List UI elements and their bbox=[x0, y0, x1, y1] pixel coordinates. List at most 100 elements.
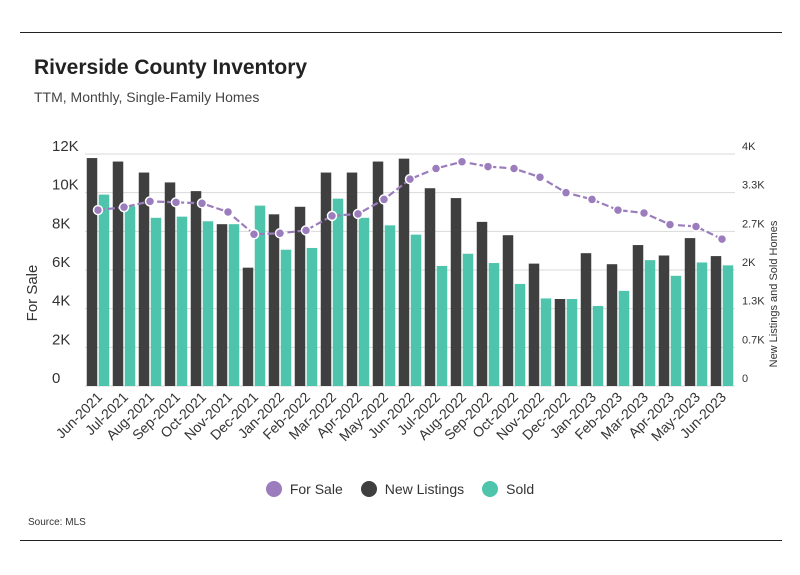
bar-sold bbox=[150, 217, 162, 386]
bar-new-listings bbox=[606, 264, 618, 386]
bar-sold bbox=[514, 283, 526, 386]
point-for-sale bbox=[404, 173, 416, 185]
y2-tick-label: 0 bbox=[742, 373, 748, 385]
y2-tick-label: 3.3K bbox=[742, 180, 765, 192]
bar-sold bbox=[618, 290, 630, 386]
bar-sold bbox=[98, 194, 110, 386]
legend-item-new-listings: New Listings bbox=[360, 481, 465, 497]
point-for-sale bbox=[92, 204, 104, 216]
point-for-sale bbox=[612, 204, 624, 216]
y2-tick-label: 2K bbox=[742, 257, 756, 269]
bar-sold bbox=[384, 225, 396, 386]
y-tick-label: 12K bbox=[52, 138, 79, 155]
y-tick-label: 2K bbox=[52, 331, 70, 348]
bar-sold bbox=[540, 298, 552, 386]
top-rule bbox=[20, 32, 782, 33]
point-for-sale bbox=[222, 206, 234, 218]
bar-new-listings bbox=[710, 256, 722, 386]
y2-tick-label: 1.3K bbox=[742, 296, 765, 308]
bar-new-listings bbox=[216, 224, 228, 386]
bar-new-listings bbox=[346, 172, 358, 386]
point-for-sale bbox=[326, 210, 338, 222]
bar-sold bbox=[566, 299, 578, 386]
bar-sold bbox=[696, 262, 708, 386]
point-for-sale bbox=[716, 233, 728, 245]
bar-new-listings bbox=[684, 238, 696, 386]
point-for-sale bbox=[560, 187, 572, 198]
bar-sold bbox=[722, 265, 734, 386]
bar-new-listings bbox=[242, 267, 254, 386]
bar-new-listings bbox=[580, 253, 592, 386]
bar-new-listings bbox=[424, 188, 436, 386]
point-for-sale bbox=[534, 171, 546, 183]
bar-sold bbox=[592, 305, 604, 386]
bar-new-listings bbox=[190, 191, 202, 386]
point-for-sale bbox=[170, 197, 182, 208]
y2-tick-label: 0.7K bbox=[742, 334, 765, 346]
bar-sold bbox=[280, 249, 292, 386]
legend-label-sold: Sold bbox=[506, 481, 535, 497]
chart-title: Riverside County Inventory bbox=[34, 56, 308, 79]
bar-sold bbox=[670, 275, 682, 386]
bar-sold bbox=[228, 224, 240, 386]
point-for-sale bbox=[508, 163, 520, 174]
bar-sold bbox=[124, 206, 136, 386]
bottom-rule bbox=[20, 540, 782, 541]
bar-sold bbox=[358, 217, 370, 386]
bar-new-listings bbox=[268, 214, 280, 386]
bar-new-listings bbox=[476, 221, 488, 386]
bar-new-listings bbox=[86, 158, 98, 386]
y-tick-label: 10K bbox=[52, 177, 79, 194]
point-for-sale bbox=[430, 163, 442, 174]
point-for-sale bbox=[196, 198, 208, 209]
bar-new-listings bbox=[554, 299, 566, 386]
legend: For Sale New Listings Sold bbox=[0, 481, 800, 497]
y-tick-label: 6K bbox=[52, 254, 70, 271]
y2-tick-label: 2.7K bbox=[742, 218, 765, 230]
sold-swatch bbox=[482, 481, 499, 497]
point-for-sale bbox=[586, 194, 598, 205]
legend-item-for-sale: For Sale bbox=[265, 481, 343, 497]
bar-sold bbox=[410, 234, 422, 386]
point-for-sale bbox=[456, 156, 468, 167]
bar-sold bbox=[488, 263, 500, 386]
point-for-sale bbox=[638, 207, 650, 219]
bar-sold bbox=[644, 260, 656, 386]
y-axis-title: For Sale bbox=[24, 265, 41, 322]
legend-label-for-sale: For Sale bbox=[289, 481, 343, 497]
y-tick-label: 8K bbox=[52, 215, 70, 232]
bar-new-listings bbox=[450, 198, 462, 386]
point-for-sale bbox=[482, 161, 494, 172]
bar-sold bbox=[254, 205, 266, 386]
bar-new-listings bbox=[138, 172, 150, 386]
point-for-sale bbox=[690, 221, 702, 232]
legend-label-new-listings: New Listings bbox=[384, 481, 465, 497]
bar-new-listings bbox=[658, 255, 670, 386]
new-listings-swatch bbox=[360, 481, 377, 497]
point-for-sale bbox=[248, 228, 260, 240]
bar-new-listings bbox=[528, 263, 540, 386]
y2-tick-label: 4K bbox=[742, 141, 756, 153]
bar-new-listings bbox=[294, 206, 306, 386]
bar-sold bbox=[306, 247, 318, 386]
bar-new-listings bbox=[502, 235, 514, 386]
for-sale-swatch bbox=[265, 481, 282, 497]
y2-axis-title: New Listings and Sold Homes bbox=[768, 220, 780, 367]
bar-sold bbox=[332, 198, 344, 386]
bar-sold bbox=[176, 216, 188, 386]
point-for-sale bbox=[300, 225, 312, 236]
bar-sold bbox=[436, 265, 448, 386]
bar-new-listings bbox=[112, 161, 124, 386]
point-for-sale bbox=[352, 208, 364, 220]
bar-new-listings bbox=[164, 182, 176, 386]
bar-new-listings bbox=[398, 158, 410, 386]
legend-item-sold: Sold bbox=[482, 481, 534, 497]
bar-new-listings bbox=[320, 172, 332, 386]
bar-sold bbox=[462, 253, 474, 386]
source-note: Source: MLS bbox=[28, 517, 86, 528]
point-for-sale bbox=[144, 196, 156, 207]
bar-new-listings bbox=[372, 161, 384, 386]
bar-new-listings bbox=[632, 245, 644, 386]
point-for-sale bbox=[664, 219, 676, 230]
